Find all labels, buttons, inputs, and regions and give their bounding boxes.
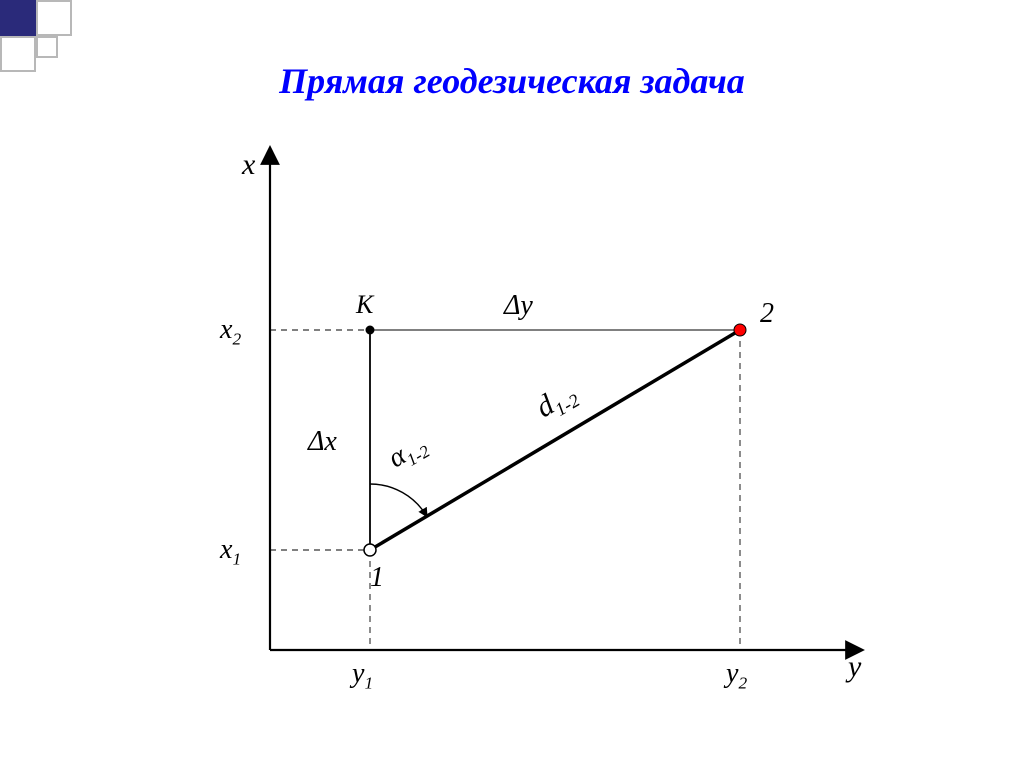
angle-arc (370, 484, 427, 516)
deco-square (0, 0, 36, 36)
label-point-2: 2 (760, 298, 774, 330)
deco-square (36, 0, 72, 36)
tick-y1: y1 (352, 658, 373, 694)
label-dy: Δy (504, 290, 533, 322)
axis-label-y: y (848, 650, 861, 684)
tick-x2: x2 (220, 314, 241, 350)
label-dx: Δx (308, 426, 337, 458)
tick-y2: y2 (726, 658, 747, 694)
axis-label-x: x (242, 148, 255, 182)
point-1 (364, 544, 376, 556)
point-k (366, 326, 374, 334)
geodetic-diagram: x y x2 x1 y1 y2 К 1 2 Δx Δy d1-2 α1-2 (180, 130, 880, 710)
line-12 (370, 330, 740, 550)
page-title: Прямая геодезическая задача (0, 60, 1024, 102)
deco-square (36, 36, 58, 58)
label-point-1: 1 (370, 562, 384, 594)
point-2 (734, 324, 746, 336)
label-point-k: К (356, 290, 373, 320)
diagram-svg (180, 130, 880, 710)
tick-x1: x1 (220, 534, 241, 570)
